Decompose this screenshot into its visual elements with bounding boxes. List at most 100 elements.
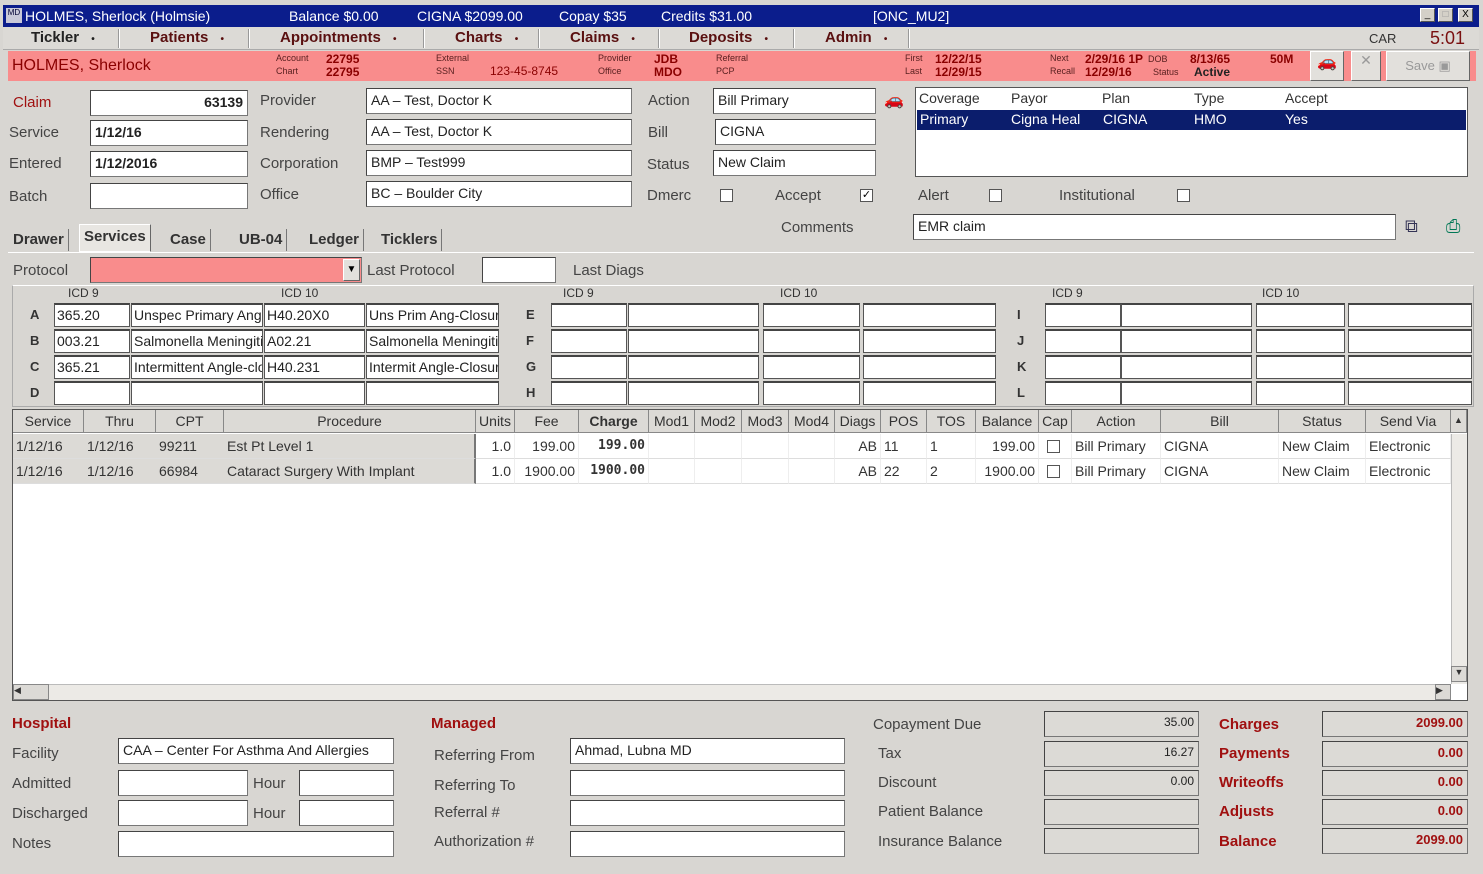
column-header-mod3[interactable]: Mod3 bbox=[742, 410, 789, 433]
diagnosis-icd10-field[interactable] bbox=[1256, 381, 1345, 405]
notes-field[interactable] bbox=[118, 831, 394, 857]
scroll-up-button[interactable]: ▲ bbox=[1451, 410, 1467, 433]
tab-drawer[interactable]: Drawer bbox=[9, 229, 69, 251]
diagnosis-icd9-field[interactable] bbox=[1045, 329, 1121, 353]
diagnosis-icd10-desc-field[interactable] bbox=[1348, 355, 1472, 379]
horizontal-scrollbar[interactable] bbox=[13, 684, 1451, 700]
column-header-send-via[interactable]: Send Via bbox=[1366, 410, 1451, 433]
diagnosis-icd10-desc-field[interactable]: Salmonella Meningitis bbox=[366, 329, 499, 353]
column-header-pos[interactable]: POS bbox=[881, 410, 927, 433]
car-icon[interactable]: 🚗 bbox=[884, 92, 904, 109]
admitted-field[interactable] bbox=[118, 770, 248, 796]
diagnosis-icd10-field[interactable] bbox=[1256, 303, 1345, 327]
dmerc-checkbox[interactable] bbox=[720, 189, 733, 202]
minimize-button[interactable]: _ bbox=[1420, 8, 1435, 22]
diagnosis-icd10-desc-field[interactable]: Intermit Angle-Closure bbox=[366, 355, 499, 379]
maximize-button[interactable]: □ bbox=[1438, 8, 1453, 22]
close-claim-button[interactable]: ✕ bbox=[1351, 51, 1381, 81]
column-header-cpt[interactable]: CPT bbox=[156, 410, 224, 433]
diagnosis-icd10-desc-field[interactable] bbox=[863, 355, 996, 379]
diagnosis-icd9-field[interactable] bbox=[54, 381, 130, 405]
rendering-field[interactable]: AA – Test, Doctor K bbox=[366, 119, 632, 145]
alert-checkbox[interactable] bbox=[989, 189, 1002, 202]
diagnosis-icd10-field[interactable]: H40.20X0 bbox=[264, 303, 365, 327]
diagnosis-icd10-field[interactable]: H40.231 bbox=[264, 355, 365, 379]
diagnosis-icd9-field[interactable] bbox=[1045, 381, 1121, 405]
menu-deposits[interactable]: Deposits • bbox=[689, 29, 768, 46]
save-button[interactable]: Save ▣ bbox=[1386, 51, 1470, 81]
tab-case[interactable]: Case bbox=[166, 229, 211, 251]
diagnosis-icd10-field[interactable] bbox=[1256, 329, 1345, 353]
column-header-mod2[interactable]: Mod2 bbox=[695, 410, 742, 433]
scroll-down-button[interactable]: ▼ bbox=[1451, 666, 1467, 682]
copy-icon[interactable]: ⧉ bbox=[1405, 216, 1418, 236]
table-row[interactable]: 1/12/16 1/12/16 66984 Cataract Surgery With… bbox=[13, 459, 1451, 484]
diagnosis-icd10-field[interactable]: A02.21 bbox=[264, 329, 365, 353]
authorization-field[interactable] bbox=[570, 831, 845, 857]
diagnosis-icd9-desc-field[interactable] bbox=[628, 355, 759, 379]
menu-patients[interactable]: Patients • bbox=[150, 29, 224, 46]
entered-date-field[interactable]: 1/12/2016 bbox=[90, 151, 248, 177]
diagnosis-icd10-field[interactable] bbox=[763, 355, 860, 379]
diagnosis-icd10-field[interactable] bbox=[763, 303, 860, 327]
diagnosis-icd9-desc-field[interactable] bbox=[1121, 381, 1252, 405]
tab-ticklers[interactable]: Ticklers bbox=[377, 229, 443, 251]
printer-icon[interactable]: ⎙ bbox=[1446, 216, 1461, 236]
diagnosis-icd9-field[interactable] bbox=[551, 355, 627, 379]
facility-field[interactable]: CAA – Center For Asthma And Allergies bbox=[118, 738, 394, 764]
column-header-procedure[interactable]: Procedure bbox=[224, 410, 476, 433]
last-protocol-field[interactable] bbox=[482, 257, 556, 283]
column-header-action[interactable]: Action bbox=[1072, 410, 1161, 433]
diagnosis-icd9-desc-field[interactable] bbox=[628, 303, 759, 327]
referring-to-field[interactable] bbox=[570, 770, 845, 796]
close-button[interactable]: X bbox=[1458, 8, 1473, 22]
discharged-hour-field[interactable] bbox=[299, 800, 394, 826]
cap-checkbox[interactable] bbox=[1047, 440, 1060, 453]
diagnosis-icd9-desc-field[interactable] bbox=[628, 329, 759, 353]
scroll-right-button[interactable]: ▶ bbox=[1435, 684, 1451, 700]
coverage-row-primary[interactable]: Primary Cigna Heal CIGNA HMO Yes bbox=[917, 110, 1466, 130]
cap-checkbox[interactable] bbox=[1047, 465, 1060, 478]
car-button[interactable]: 🚗 bbox=[1310, 51, 1344, 81]
column-header-fee[interactable]: Fee bbox=[515, 410, 579, 433]
menu-appointments[interactable]: Appointments • bbox=[280, 29, 397, 46]
column-header-thru[interactable]: Thru bbox=[84, 410, 156, 433]
diagnosis-icd9-field[interactable] bbox=[551, 303, 627, 327]
status-field[interactable]: New Claim bbox=[713, 150, 876, 176]
column-header-diags[interactable]: Diags bbox=[835, 410, 881, 433]
diagnosis-icd10-desc-field[interactable] bbox=[863, 303, 996, 327]
batch-field[interactable] bbox=[90, 183, 248, 209]
menu-admin[interactable]: Admin • bbox=[825, 29, 887, 46]
diagnosis-icd9-desc-field[interactable]: Salmonella Meningitis bbox=[131, 329, 263, 353]
tab-ub04[interactable]: UB-04 bbox=[235, 229, 288, 251]
diagnosis-icd10-desc-field[interactable]: Uns Prim Ang-Closure bbox=[366, 303, 499, 327]
diagnosis-icd9-field[interactable] bbox=[1045, 355, 1121, 379]
diagnosis-icd9-field[interactable]: 365.21 bbox=[54, 355, 130, 379]
diagnosis-icd9-desc-field[interactable]: Unspec Primary Angle bbox=[131, 303, 263, 327]
diagnosis-icd10-desc-field[interactable] bbox=[1348, 381, 1472, 405]
diagnosis-icd10-desc-field[interactable] bbox=[1348, 303, 1472, 327]
action-field[interactable]: Bill Primary bbox=[713, 88, 876, 114]
column-header-balance[interactable]: Balance bbox=[976, 410, 1039, 433]
diagnosis-icd9-desc-field[interactable] bbox=[131, 381, 263, 405]
coverage-list[interactable]: Coverage Payor Plan Type Accept Primary … bbox=[915, 87, 1468, 177]
protocol-dropdown[interactable] bbox=[90, 257, 362, 283]
tab-services[interactable]: Services bbox=[79, 224, 151, 252]
scroll-left-button[interactable]: ◀ bbox=[13, 684, 49, 700]
diagnosis-icd10-desc-field[interactable] bbox=[1348, 329, 1472, 353]
diagnosis-icd10-field[interactable] bbox=[763, 381, 860, 405]
claim-number-field[interactable]: 63139 bbox=[90, 90, 248, 116]
diagnosis-icd10-field[interactable] bbox=[763, 329, 860, 353]
table-row[interactable]: 1/12/16 1/12/16 99211 Est Pt Level 1 1.0 199.… bbox=[13, 434, 1451, 459]
column-header-bill[interactable]: Bill bbox=[1161, 410, 1279, 433]
column-header-cap[interactable]: Cap bbox=[1039, 410, 1072, 433]
diagnosis-icd9-field[interactable]: 365.20 bbox=[54, 303, 130, 327]
bill-field[interactable]: CIGNA bbox=[715, 119, 876, 145]
diagnosis-icd9-desc-field[interactable] bbox=[628, 381, 759, 405]
diagnosis-icd10-desc-field[interactable] bbox=[863, 381, 996, 405]
menu-claims[interactable]: Claims • bbox=[570, 29, 635, 46]
column-header-service[interactable]: Service bbox=[13, 410, 84, 433]
diagnosis-icd10-desc-field[interactable] bbox=[863, 329, 996, 353]
admitted-hour-field[interactable] bbox=[299, 770, 394, 796]
chevron-down-icon[interactable]: ▼ bbox=[343, 259, 360, 281]
